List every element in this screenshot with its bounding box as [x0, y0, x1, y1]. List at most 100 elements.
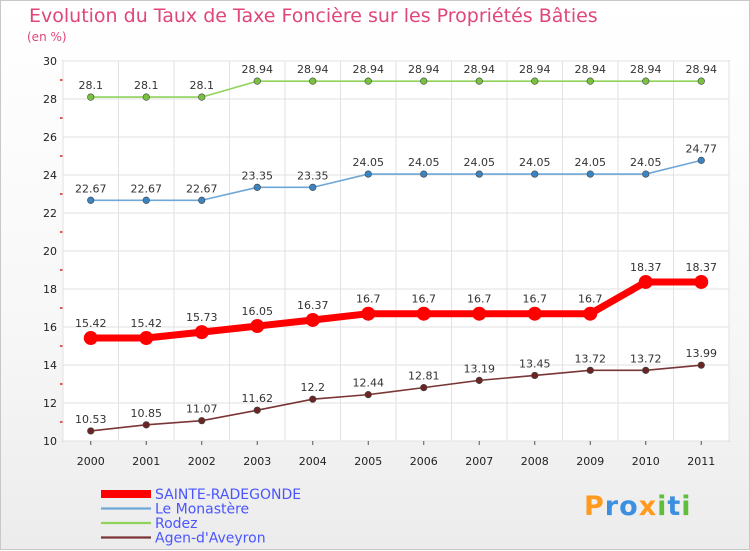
- x-tick-label: 2003: [243, 455, 271, 468]
- data-label-le-monast-re: 24.77: [686, 142, 718, 155]
- data-label-le-monast-re: 24.05: [353, 156, 385, 169]
- logo-letter: r: [604, 491, 620, 522]
- legend-label-le-monast-re: Le Monastère: [155, 502, 249, 518]
- data-label-le-monast-re: 24.05: [575, 156, 607, 169]
- data-label-sainte-radegonde: 15.73: [186, 311, 218, 324]
- data-point-sainte-radegonde: [694, 274, 709, 289]
- data-point-sainte-radegonde: [638, 274, 653, 289]
- chart-title: Evolution du Taux de Taxe Foncière sur l…: [29, 5, 598, 27]
- data-label-agen-d-aveyron: 13.99: [686, 347, 718, 360]
- data-point-rodez: [309, 77, 317, 85]
- data-label-sainte-radegonde: 16.05: [242, 305, 274, 318]
- x-tick-label: 2006: [410, 455, 438, 468]
- series-line-sainte-radegonde: [87, 278, 705, 342]
- data-point-agen-d-aveyron: [642, 366, 650, 374]
- data-label-le-monast-re: 22.67: [186, 182, 218, 195]
- legend-label-rodez: Rodez: [155, 516, 198, 532]
- data-label-agen-d-aveyron: 11.62: [242, 392, 274, 405]
- y-tick-label: 12: [43, 397, 57, 410]
- data-point-sainte-radegonde: [472, 306, 487, 321]
- data-label-agen-d-aveyron: 10.53: [75, 413, 107, 426]
- logo-letter: o: [619, 491, 639, 522]
- logo-letter: i: [681, 491, 692, 522]
- data-point-sainte-radegonde: [305, 312, 320, 327]
- data-label-sainte-radegonde: 15.42: [131, 317, 163, 330]
- data-point-sainte-radegonde: [83, 331, 98, 346]
- x-tick-label: 2002: [188, 455, 216, 468]
- data-point-agen-d-aveyron: [364, 391, 372, 399]
- data-point-sainte-radegonde: [139, 331, 154, 346]
- data-point-agen-d-aveyron: [198, 417, 206, 425]
- data-point-agen-d-aveyron: [309, 395, 317, 403]
- data-label-sainte-radegonde: 18.37: [686, 261, 718, 274]
- y-tick-label: 24: [43, 169, 57, 182]
- data-label-agen-d-aveyron: 12.81: [408, 370, 440, 383]
- x-tick-label: 2001: [132, 455, 160, 468]
- data-label-agen-d-aveyron: 13.45: [519, 357, 551, 370]
- series-line-rodez: [89, 80, 703, 98]
- data-point-sainte-radegonde: [250, 319, 265, 334]
- data-point-sainte-radegonde: [527, 306, 542, 321]
- data-point-rodez: [142, 93, 150, 101]
- data-label-rodez: 28.94: [408, 63, 440, 76]
- data-label-rodez: 28.94: [353, 63, 385, 76]
- data-point-le-monast-re: [142, 196, 150, 204]
- y-tick-label: 16: [43, 321, 57, 334]
- data-label-le-monast-re: 23.35: [297, 169, 329, 182]
- logo-letter: P: [584, 491, 605, 522]
- data-label-sainte-radegonde: 16.7: [356, 293, 381, 306]
- data-point-agen-d-aveyron: [253, 406, 261, 414]
- data-label-rodez: 28.1: [190, 79, 215, 92]
- data-point-rodez: [642, 77, 650, 85]
- data-point-rodez: [586, 77, 594, 85]
- data-label-rodez: 28.94: [242, 63, 274, 76]
- x-tick-label: 2000: [77, 455, 105, 468]
- data-label-le-monast-re: 22.67: [75, 182, 107, 195]
- y-tick-label: 30: [43, 55, 57, 68]
- data-point-le-monast-re: [586, 170, 594, 178]
- proxiti-logo: Proxiti: [584, 491, 692, 522]
- data-label-sainte-radegonde: 16.7: [523, 293, 548, 306]
- data-label-rodez: 28.94: [297, 63, 329, 76]
- data-label-rodez: 28.94: [575, 63, 607, 76]
- data-point-le-monast-re: [309, 183, 317, 191]
- data-label-le-monast-re: 23.35: [242, 169, 274, 182]
- data-label-agen-d-aveyron: 13.72: [630, 352, 662, 365]
- y-tick-label: 18: [43, 283, 57, 296]
- data-label-agen-d-aveyron: 11.07: [186, 403, 218, 416]
- y-tick-label: 10: [43, 435, 57, 448]
- y-tick-label: 20: [43, 245, 57, 258]
- legend-label-sainte-radegonde: SAINTE-RADEGONDE: [155, 487, 301, 503]
- data-point-le-monast-re: [697, 156, 705, 164]
- data-label-le-monast-re: 24.05: [408, 156, 440, 169]
- data-point-rodez: [697, 77, 705, 85]
- data-point-agen-d-aveyron: [87, 427, 95, 435]
- data-point-le-monast-re: [531, 170, 539, 178]
- data-label-agen-d-aveyron: 13.72: [575, 352, 607, 365]
- data-point-rodez: [420, 77, 428, 85]
- data-label-rodez: 28.94: [686, 63, 718, 76]
- data-point-sainte-radegonde: [361, 306, 376, 321]
- data-point-sainte-radegonde: [583, 306, 598, 321]
- data-label-rodez: 28.1: [79, 79, 104, 92]
- data-point-agen-d-aveyron: [531, 371, 539, 380]
- data-point-rodez: [364, 77, 372, 85]
- data-label-rodez: 28.94: [519, 63, 551, 76]
- data-label-sainte-radegonde: 18.37: [630, 261, 662, 274]
- data-point-rodez: [198, 93, 206, 101]
- data-point-agen-d-aveyron: [420, 384, 428, 392]
- data-point-le-monast-re: [198, 196, 206, 204]
- data-point-sainte-radegonde: [416, 306, 431, 321]
- data-point-le-monast-re: [420, 170, 428, 178]
- data-label-le-monast-re: 24.05: [519, 156, 551, 169]
- data-label-agen-d-aveyron: 12.2: [301, 381, 326, 394]
- data-label-le-monast-re: 22.67: [131, 182, 163, 195]
- x-tick-label: 2007: [465, 455, 493, 468]
- data-point-le-monast-re: [642, 170, 650, 178]
- data-label-agen-d-aveyron: 12.44: [353, 377, 385, 390]
- data-label-le-monast-re: 24.05: [464, 156, 496, 169]
- series-line-agen-d-aveyron: [89, 364, 703, 432]
- x-tick-label: 2011: [687, 455, 715, 468]
